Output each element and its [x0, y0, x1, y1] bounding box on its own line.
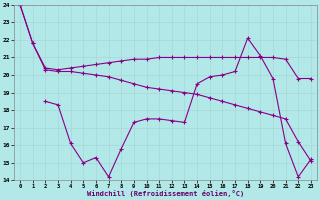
X-axis label: Windchill (Refroidissement éolien,°C): Windchill (Refroidissement éolien,°C) [87, 190, 244, 197]
